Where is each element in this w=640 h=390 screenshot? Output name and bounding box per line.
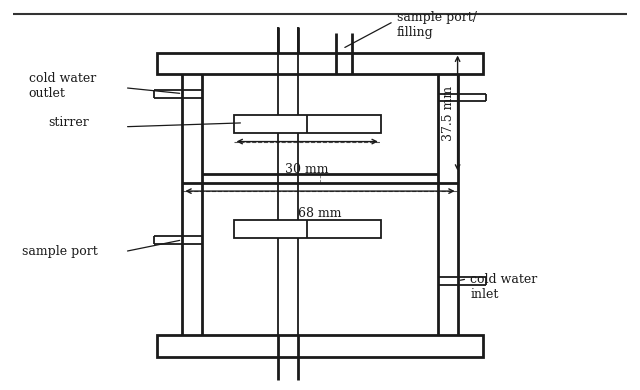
Bar: [157, 53, 483, 74]
Text: sample port: sample port: [22, 245, 98, 258]
Text: sample port/
filling: sample port/ filling: [397, 11, 477, 39]
Text: stirrer: stirrer: [48, 116, 89, 129]
Text: cold water
outlet: cold water outlet: [29, 72, 96, 100]
Text: 30 mm: 30 mm: [285, 163, 329, 176]
Bar: [234, 220, 381, 238]
Text: cold water
inlet: cold water inlet: [470, 273, 538, 301]
Text: 37.5 mm: 37.5 mm: [442, 85, 454, 141]
Text: 68 mm: 68 mm: [298, 207, 342, 220]
Bar: [157, 335, 483, 357]
Bar: [234, 115, 381, 133]
